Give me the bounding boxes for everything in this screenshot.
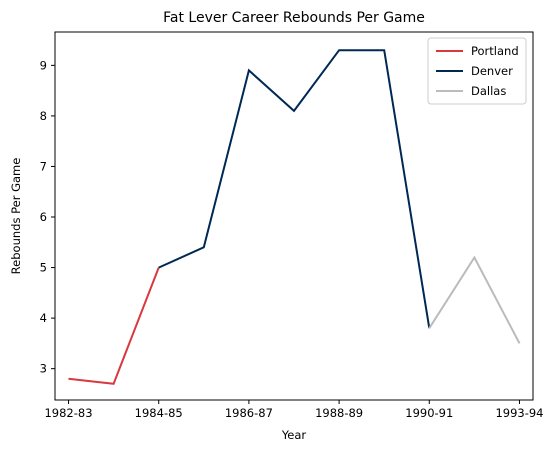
y-tick-label: 5	[40, 261, 47, 275]
legend-label-dallas: Dallas	[471, 84, 506, 98]
plot-area	[68, 49, 521, 385]
y-tick-label: 7	[40, 159, 47, 173]
y-tick-label: 8	[40, 109, 47, 123]
y-tick-label: 3	[40, 362, 47, 376]
legend-box	[427, 37, 527, 105]
y-tick-label: 9	[40, 58, 47, 72]
series-line-dallas	[428, 255, 521, 344]
legend-label-portland: Portland	[471, 44, 519, 58]
x-axis: 1982-83 1984-85 1986-87 1988-89 1990-91 1993-…	[44, 400, 544, 420]
x-tick-label: 1993-94	[495, 406, 543, 420]
x-axis-label: Year	[281, 428, 307, 442]
x-tick-label: 1990-91	[405, 406, 453, 420]
x-tick-label: 1986-87	[225, 406, 273, 420]
x-tick-label: 1982-83	[44, 406, 92, 420]
y-tick-label: 4	[40, 311, 47, 325]
series-line-denver	[158, 49, 431, 329]
y-tick-label: 6	[40, 210, 47, 224]
x-tick-label: 1984-85	[135, 406, 183, 420]
y-axis: 3 4 5 6 7 8 9	[40, 58, 55, 376]
x-tick-label: 1988-89	[315, 406, 363, 420]
chart-title: Fat Lever Career Rebounds Per Game	[163, 10, 425, 26]
legend: Portland Denver Dallas	[427, 37, 527, 105]
y-axis-label: Rebounds Per Game	[9, 158, 23, 275]
plot-frame	[54, 31, 534, 401]
legend-label-denver: Denver	[471, 64, 513, 78]
series-line-portland	[68, 267, 160, 385]
